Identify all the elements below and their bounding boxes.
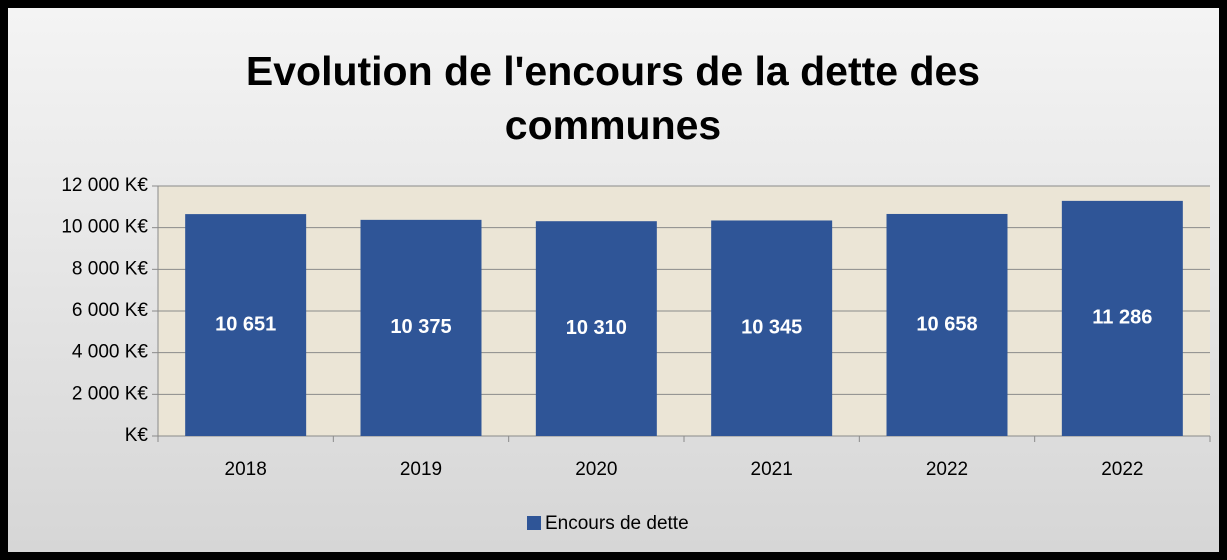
y-tick-label: K€ xyxy=(125,425,149,446)
y-tick-label: 6 000 K€ xyxy=(72,300,148,321)
data-label: 10 375 xyxy=(390,316,451,338)
data-label: 10 651 xyxy=(215,313,276,335)
data-label: 10 345 xyxy=(741,317,802,339)
x-tick-label: 2018 xyxy=(225,459,267,480)
bar xyxy=(360,219,482,436)
data-label: 10 658 xyxy=(916,313,977,335)
bar xyxy=(535,221,657,436)
bar xyxy=(185,214,307,436)
y-tick-label: 8 000 K€ xyxy=(72,258,148,279)
bar xyxy=(886,213,1008,436)
y-tick-label: 4 000 K€ xyxy=(72,342,148,363)
legend-swatch xyxy=(527,516,541,530)
chart-title: Evolution de l'encours de la dette des c… xyxy=(245,48,981,148)
data-label: 10 310 xyxy=(566,317,627,339)
x-tick-label: 2022 xyxy=(1101,459,1143,480)
x-tick-label: 2020 xyxy=(575,459,617,480)
bar xyxy=(711,220,833,436)
y-tick-label: 10 000 K€ xyxy=(61,217,148,238)
x-tick-label: 2021 xyxy=(751,459,793,480)
legend-label: Encours de dette xyxy=(545,513,689,534)
chart: K€ 2 000 K€ 4 000 K€ 6 000 K€ 8 000 K€ 10 000… xyxy=(61,175,1211,534)
bar xyxy=(1061,200,1183,436)
data-label: 11 286 xyxy=(1092,307,1152,329)
y-tick-label: 2 000 K€ xyxy=(72,383,148,404)
x-tick-label: 2022 xyxy=(926,459,968,480)
x-tick-label: 2019 xyxy=(400,459,442,480)
y-tick-label: 12 000 K€ xyxy=(61,175,148,196)
